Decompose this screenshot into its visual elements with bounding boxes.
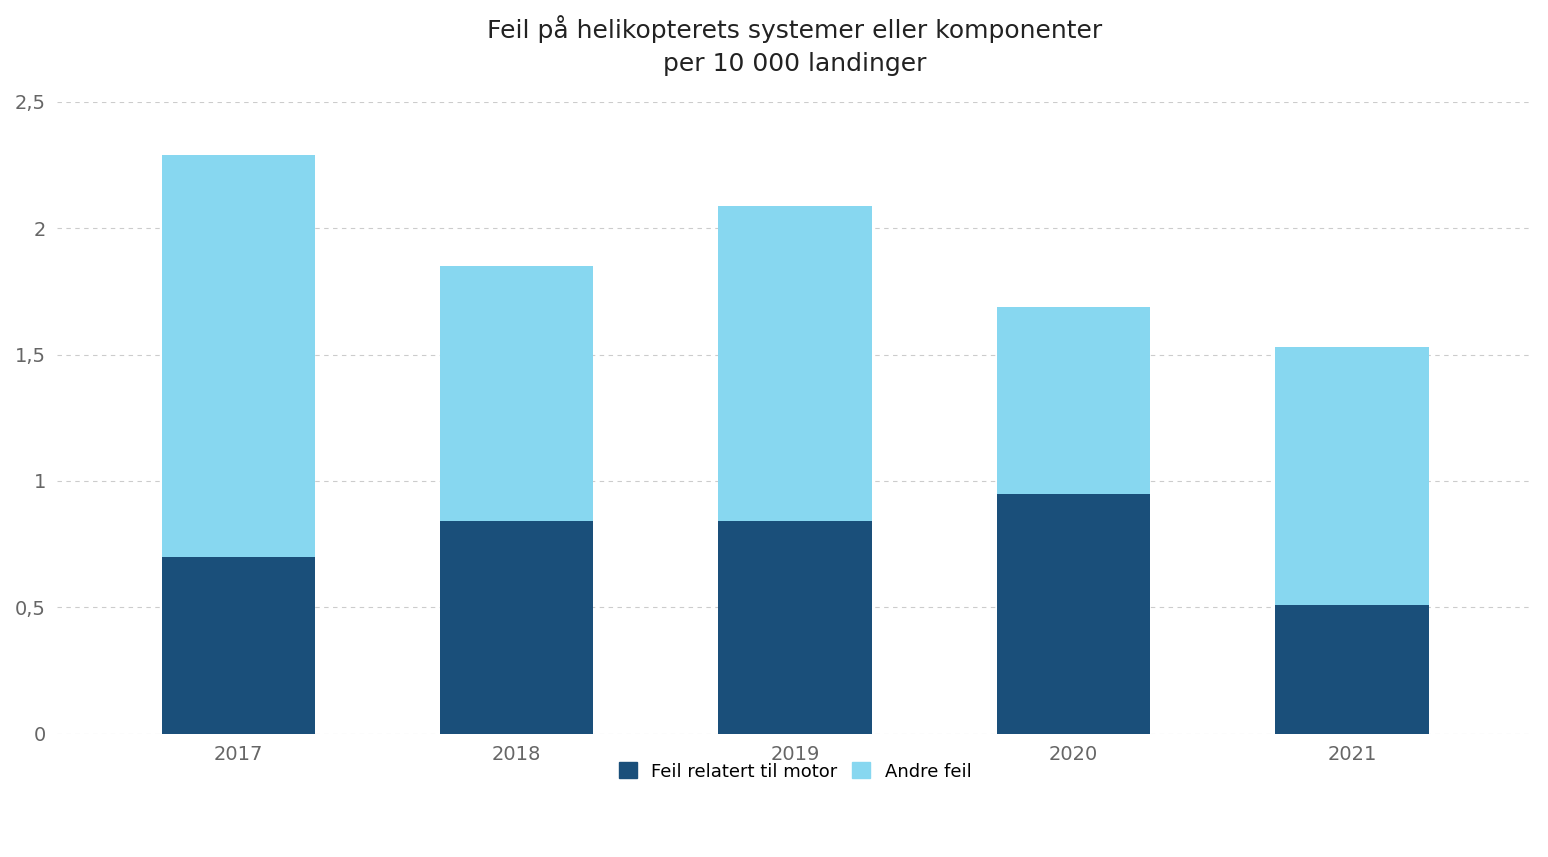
Bar xyxy=(161,557,314,734)
Bar xyxy=(718,521,872,734)
Title: Feil på helikopterets systemer eller komponenter
per 10 000 landinger: Feil på helikopterets systemer eller kom… xyxy=(488,15,1102,76)
Bar xyxy=(1276,605,1429,734)
Bar xyxy=(1276,347,1429,605)
Bar xyxy=(718,206,872,521)
Bar xyxy=(440,267,593,521)
Bar xyxy=(161,155,314,557)
Bar xyxy=(440,521,593,734)
Bar xyxy=(997,307,1150,494)
Bar xyxy=(997,494,1150,734)
Legend: Feil relatert til motor, Andre feil: Feil relatert til motor, Andre feil xyxy=(611,755,978,788)
